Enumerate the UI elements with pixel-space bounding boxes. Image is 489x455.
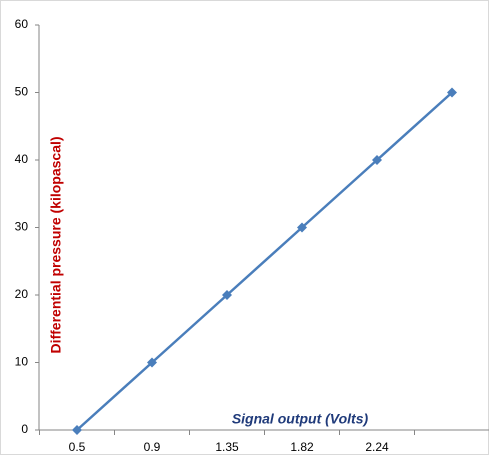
y-tick-label: 20 [15, 287, 29, 301]
point-marker [147, 357, 157, 368]
point-marker [297, 222, 307, 233]
x-axis-title: Signal output (Volts) [232, 411, 369, 427]
y-axis-title: Differential pressure (kilopascal) [48, 136, 64, 353]
point-marker [447, 87, 457, 98]
y-tick-label: 10 [15, 355, 29, 369]
y-tick-label: 60 [15, 17, 29, 31]
y-tick-label: 0 [21, 422, 28, 436]
x-tick-label: 1.35 [215, 440, 239, 454]
x-tick-label: 2.24 [365, 440, 389, 454]
y-tick-label: 30 [15, 220, 29, 234]
y-tick-label: 40 [15, 152, 29, 166]
point-marker [72, 425, 82, 435]
point-marker [222, 290, 232, 300]
series-line [76, 91, 453, 431]
x-tick-label: 0.9 [144, 440, 161, 454]
x-tick-label: 1.82 [290, 440, 314, 454]
y-tick-label: 50 [15, 85, 29, 99]
point-marker [372, 155, 382, 165]
x-tick-label: 0.5 [69, 440, 86, 454]
